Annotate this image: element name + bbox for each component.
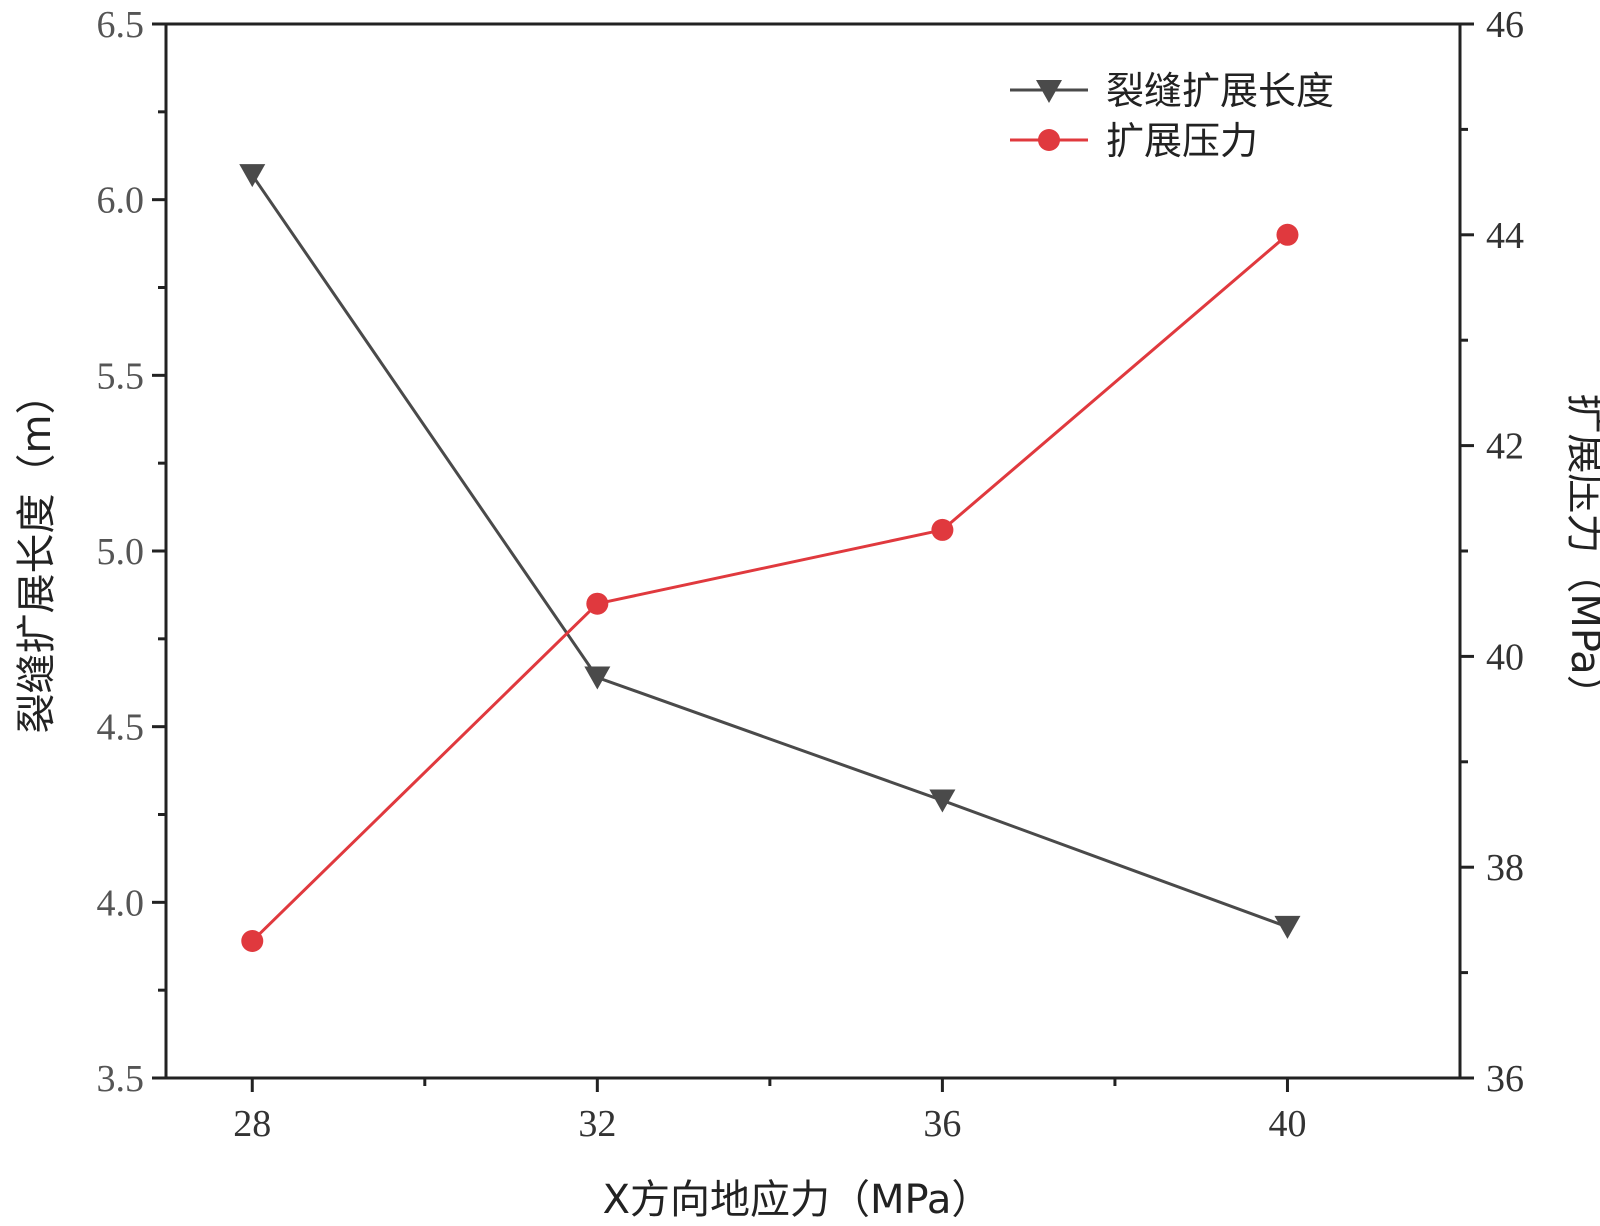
series-1-point-1: [586, 592, 609, 615]
series-line-1: [251, 233, 1289, 943]
legend-marker-pressure: [1038, 129, 1060, 151]
x-tick-label: 32: [578, 1103, 616, 1145]
y-right-tick-label: 40: [1486, 636, 1524, 678]
y-left-tick-label: 6.0: [97, 180, 145, 222]
y-right-tick-label: 42: [1486, 426, 1524, 468]
y-left-tick-label: 5.5: [97, 355, 145, 397]
series-0-point-0: [239, 164, 266, 188]
series-line-0: [251, 174, 1288, 929]
y-axis-right-title: 扩展压力（MPa）: [1562, 393, 1600, 714]
y-left-tick-label: 4.0: [97, 882, 145, 924]
legend-label-crack-length: 裂缝扩展长度: [1106, 69, 1334, 113]
y-left-tick-label: 6.5: [97, 4, 145, 46]
y-right-tick-label: 38: [1486, 847, 1524, 889]
y-left-tick-label: 3.5: [97, 1058, 145, 1100]
legend-marker-crack-length: [1036, 80, 1062, 103]
y-right-tick-label: 44: [1486, 215, 1524, 257]
y-axis-left-title: 裂缝扩展长度（m）: [14, 375, 60, 734]
x-axis-title: X方向地应力（MPa）: [603, 1177, 992, 1223]
series-layer: [239, 164, 1301, 952]
legend-label-pressure: 扩展压力: [1106, 119, 1258, 163]
series-0-point-2: [929, 789, 956, 813]
series-1-point-0: [241, 929, 264, 952]
y-right-tick-label: 46: [1486, 4, 1524, 46]
y-left-tick-label: 5.0: [97, 531, 145, 573]
series-0-point-3: [1274, 915, 1301, 939]
legend: 裂缝扩展长度 扩展压力: [1010, 69, 1334, 163]
series-1-point-2: [931, 518, 954, 541]
y-right-tick-label: 36: [1486, 1058, 1524, 1100]
x-tick-label: 36: [923, 1103, 961, 1145]
series-1-point-3: [1276, 223, 1299, 246]
y-left-tick-label: 4.5: [97, 707, 145, 749]
axes-layer: 28 32 36 40 3.5 4.0 4.5 5.0 5.5 6.0 6.5 36 38 40 42 44 4…: [97, 4, 1525, 1145]
x-tick-label: 28: [233, 1103, 271, 1145]
x-tick-label: 40: [1268, 1103, 1306, 1145]
series-0-point-1: [584, 666, 611, 690]
